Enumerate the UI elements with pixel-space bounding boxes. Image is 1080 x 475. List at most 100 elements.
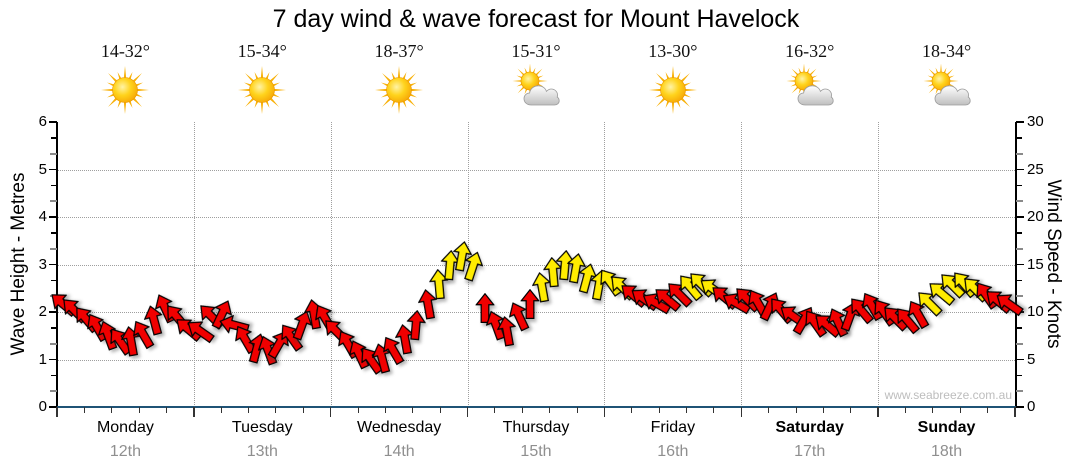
x-day-label: Wednesday [357, 419, 442, 436]
right-major-tick [1016, 216, 1024, 218]
wind-arrow [207, 296, 237, 331]
left-minor-tick [50, 390, 57, 393]
wind-arrow [274, 319, 307, 354]
x-boundary-tick [193, 407, 195, 417]
x-minor-tick [658, 407, 660, 413]
gridline-vertical [330, 122, 332, 407]
partly-cloudy-icon [922, 63, 972, 114]
x-day-label: Monday [96, 419, 154, 436]
gridline-vertical [878, 122, 880, 407]
wind-arrow [264, 327, 295, 362]
x-minor-tick [384, 407, 386, 413]
x-minor-tick [768, 407, 770, 413]
left-tick-label: 1 [38, 350, 47, 368]
gridline-vertical [193, 122, 195, 407]
sunny-icon [237, 64, 287, 114]
left-minor-tick [50, 342, 57, 345]
x-minor-tick [165, 407, 167, 413]
gridline-horizontal [58, 359, 1015, 361]
gridline-vertical [467, 122, 469, 407]
watermark: www.seabreeze.com.au [884, 388, 1012, 402]
left-tick-label: 2 [38, 303, 47, 320]
right-minor-tick [1016, 137, 1022, 139]
left-major-tick [49, 311, 57, 313]
wind-arrow [288, 308, 316, 343]
x-day-label: Sunday [917, 419, 976, 436]
x-boundary-tick [877, 407, 879, 417]
x-minor-tick [822, 407, 824, 413]
gridline-horizontal [58, 169, 1015, 171]
wind-arrow [809, 308, 844, 342]
x-minor-tick [576, 407, 578, 413]
x-minor-tick [987, 407, 989, 413]
day-temp-range: 14-32° [100, 41, 151, 61]
gridline-horizontal [58, 217, 1015, 218]
left-major-tick [49, 121, 57, 123]
right-minor-tick [1016, 247, 1023, 250]
left-major-tick [49, 406, 57, 408]
x-minor-tick [686, 407, 688, 413]
gridline-horizontal [58, 312, 1015, 313]
day-temp-range: 18-37° [374, 41, 424, 61]
gridline-vertical [604, 122, 606, 407]
x-minor-tick [494, 407, 496, 413]
x-boundary-tick [740, 407, 743, 417]
wind-arrow [460, 249, 487, 283]
x-date-label: 17th [794, 443, 826, 460]
sunny-icon [100, 64, 150, 114]
wind-arrow [902, 296, 933, 331]
wind-arrow [564, 252, 588, 285]
left-minor-tick [51, 232, 57, 234]
x-day-label: Saturday [775, 419, 844, 436]
x-minor-tick [850, 407, 852, 413]
x-day-label: Thursday [502, 419, 570, 436]
x-boundary-tick [603, 407, 606, 417]
left-minor-tick [50, 200, 57, 203]
x-date-label: 12th [109, 443, 141, 460]
right-minor-tick [1016, 232, 1022, 234]
x-date-label: 18th [930, 443, 963, 460]
x-date-label: 16th [657, 443, 689, 460]
right-axis-title: Wind Speed - Knots [1043, 179, 1064, 349]
right-minor-tick [1016, 327, 1022, 329]
sunny-icon [648, 64, 698, 114]
gridline-vertical [741, 122, 743, 407]
right-minor-tick [1016, 279, 1022, 282]
wind-arrow [504, 298, 534, 333]
wind-arrow [127, 316, 158, 351]
left-minor-tick [51, 374, 57, 377]
right-major-tick [1016, 358, 1024, 361]
x-minor-tick [412, 407, 414, 413]
wind-arrow [416, 288, 440, 321]
gridline-horizontal [58, 264, 1015, 266]
wind-arrow [254, 333, 282, 368]
wind-arrow [81, 309, 112, 344]
wind-arrow [182, 315, 217, 348]
wind-arrow [428, 268, 450, 300]
x-minor-tick [959, 407, 961, 413]
partly-cloudy-icon [785, 63, 835, 114]
left-major-tick [49, 216, 57, 218]
x-boundary-tick [329, 407, 332, 417]
day-temp-range: 16-32° [785, 41, 835, 61]
left-tick-label: 5 [38, 160, 47, 178]
left-tick-label: 0 [38, 398, 47, 415]
right-minor-tick [1016, 184, 1022, 187]
wind-arrow [475, 293, 495, 324]
left-minor-tick [51, 184, 57, 187]
right-tick-label: 20 [1027, 208, 1044, 225]
wind-arrow [718, 287, 753, 318]
left-tick-label: 6 [38, 113, 47, 130]
wind-arrow [94, 317, 122, 352]
x-minor-tick [248, 407, 250, 413]
x-boundary-tick [1014, 407, 1016, 417]
x-boundary-tick [466, 407, 469, 417]
x-date-label: 13th [246, 443, 278, 460]
x-minor-tick [275, 407, 277, 413]
right-axis-line [1015, 122, 1017, 408]
right-tick-label: 10 [1027, 303, 1044, 320]
x-day-label: Tuesday [231, 419, 293, 436]
left-minor-tick [51, 279, 57, 282]
left-tick-label: 3 [38, 255, 47, 273]
